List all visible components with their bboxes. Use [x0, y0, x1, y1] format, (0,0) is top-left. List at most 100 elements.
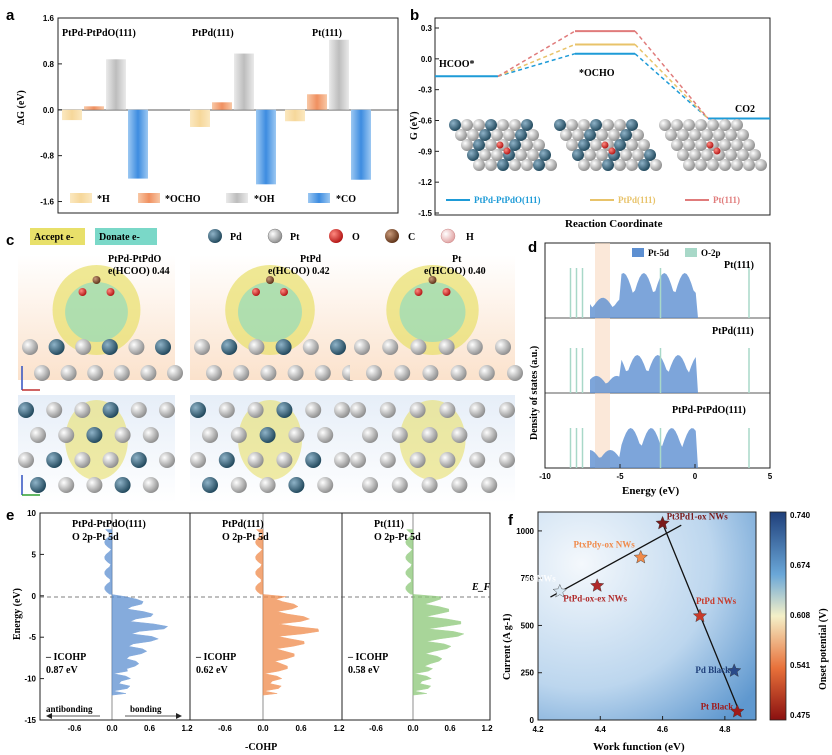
b-slab-atom [731, 159, 743, 171]
b-slab-atom [707, 119, 719, 131]
b-slab-atom [626, 139, 638, 151]
b-slab-atom [701, 149, 713, 161]
c-o-atom [252, 288, 260, 296]
f-point-label: Pt3Pd1-ox NWs [667, 511, 729, 521]
c-top-atom [409, 402, 426, 418]
panel-b-yticks: 0.3 0.0 -0.3 -0.6 -0.9 -1.2 -1.5 [418, 24, 439, 218]
panel-d-ylabel: Density of states (a.u.) [529, 346, 540, 440]
e-subplot-title-2: O 2p-Pt 5d [222, 532, 269, 543]
b-slab-atom [509, 159, 521, 171]
c-top-atom [421, 427, 438, 443]
c-side-atom [167, 365, 183, 381]
b-slab-atom [743, 139, 755, 151]
legend-co-label: *CO [336, 194, 356, 205]
atom-pt-label: Pt [290, 232, 300, 243]
a-bar [256, 109, 276, 185]
c-side-atom [507, 365, 523, 381]
panel-b-legend: PtPd-PtPdO(111) PtPd(111) Pt(111) [446, 195, 740, 205]
panel-f-cbar-label: Onset potential (V) [818, 608, 829, 690]
e-ytick-label: -5 [29, 633, 37, 642]
f-point-star [552, 583, 567, 598]
e-xtick-label: 1.2 [481, 724, 493, 733]
b-slab-atom [671, 139, 683, 151]
b-slab-atom [713, 129, 725, 141]
c-side-atom [302, 339, 319, 355]
b-slab-atom [737, 149, 749, 161]
b-slab-atom [701, 129, 713, 141]
panel-e-cohp-curves: -0.6 0.0 0.6 1.2 PtPd-PtPdO(111) O 2p-Pt 5d – … [45, 513, 493, 733]
f-xtick-label: 4.8 [719, 725, 731, 734]
b-slab-atom [533, 139, 545, 151]
b-connector-up [497, 52, 576, 78]
c-c-atom [266, 276, 274, 284]
e-cohp-area [104, 529, 169, 696]
legend-b-label-1: PtPd-PtPdO(111) [474, 195, 541, 205]
panel-f-colorbar [769, 511, 787, 721]
c-top-atom [451, 427, 468, 443]
c-top-atom [334, 402, 350, 418]
e-subplot-title-2: O 2p-Pt 5d [72, 532, 119, 543]
legend-pt5d-swatch [632, 248, 644, 257]
atom-o-icon [329, 229, 343, 243]
c-top-atom [481, 477, 498, 493]
c-top-atom [159, 402, 175, 418]
b-slab-atom [725, 149, 737, 161]
panel-c-structures [18, 255, 523, 503]
c-side-atom [155, 339, 171, 355]
b-slab-atom [539, 149, 551, 161]
c-top-atom [469, 402, 486, 418]
a-ytick-label: -1.6 [40, 198, 54, 207]
a-bar [84, 106, 104, 110]
b-slab-atom [584, 129, 596, 141]
c-top-atom [230, 427, 247, 443]
b-slab-atom [572, 129, 584, 141]
c-side-atom [438, 339, 455, 355]
f-ytick-label: 250 [521, 669, 535, 678]
b-slab-atom [590, 119, 602, 131]
c-top-atom [30, 427, 46, 443]
c-top-atom [439, 452, 456, 468]
b-slab-atom [644, 149, 656, 161]
c-side-atom [354, 339, 370, 355]
b-connector-up [497, 43, 576, 77]
d-xtick-label: 0 [693, 472, 698, 481]
b-adsorbate-o [706, 141, 714, 149]
b-slab-atom [596, 149, 608, 161]
a-bar [234, 53, 254, 110]
c-top-atom [305, 402, 322, 418]
b-slab-atom [590, 159, 602, 171]
b-slab-atom [503, 129, 515, 141]
legend-ocho-swatch [138, 193, 160, 203]
b-slab-atom [467, 129, 479, 141]
c-top-atom [276, 402, 293, 418]
panel-e-antibonding: antibonding [46, 704, 93, 714]
panel-d-sub1: Pt(111) [724, 260, 754, 271]
b-slab-atom [491, 129, 503, 141]
panel-a-ylabel: ΔG (eV) [16, 90, 27, 125]
a-bar [329, 39, 349, 110]
c-top-atom [409, 452, 426, 468]
legend-o2p-swatch [685, 248, 697, 257]
e-cohp-area [405, 529, 465, 696]
b-slab-atom [602, 119, 614, 131]
panel-d-dos-curves [569, 268, 750, 468]
c-side-atom [60, 365, 77, 381]
f-point-star [633, 549, 648, 564]
b-slab-atom [578, 159, 590, 171]
b-slab-atom [461, 139, 473, 151]
a-bar [128, 109, 148, 179]
panel-e-bonding-arrowhead [176, 713, 182, 719]
b-slab-atom [632, 149, 644, 161]
c-donate-lobe [238, 282, 302, 342]
c-donate-lobe [65, 282, 128, 342]
c-top-atom [142, 477, 159, 493]
f-xtick-label: 4.4 [595, 725, 607, 734]
atom-c-icon [385, 229, 399, 243]
e-subplot-title-1: PtPd(111) [222, 519, 264, 530]
legend-o2p-label: O-2p [701, 248, 721, 258]
b-slab-atom [515, 129, 527, 141]
panel-e-bonding: bonding [130, 704, 162, 714]
b-slab-atom [689, 149, 701, 161]
d-xtick-label: -5 [616, 472, 624, 481]
c-side-atom [221, 339, 238, 355]
